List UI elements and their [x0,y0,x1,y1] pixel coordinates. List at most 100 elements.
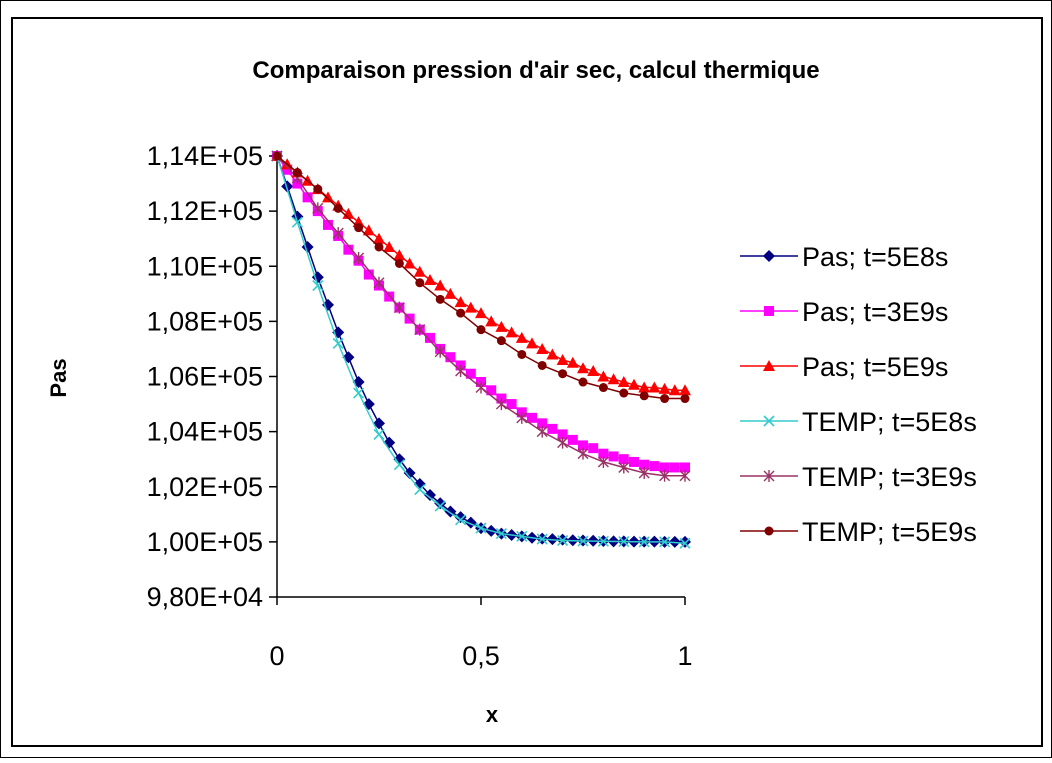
data-point [537,360,547,370]
data-point [679,469,691,482]
data-point [649,461,660,472]
data-point [557,436,569,449]
data-point [425,332,435,343]
data-point [353,251,365,264]
y-tick-label: 1,06E+05 [147,362,263,392]
data-point [618,454,629,465]
data-point [444,505,457,518]
data-point [403,257,416,269]
data-point [354,223,364,233]
series-5 [271,150,691,482]
data-point [414,483,426,496]
series-6 [272,151,690,404]
data-point [312,279,324,292]
data-point [495,398,507,411]
data-point [578,377,588,387]
data-point [291,216,303,228]
legend-label: TEMP; t=3E9s [802,462,977,492]
data-point [619,388,629,398]
data-point [638,381,651,393]
y-axis-title: Pas [46,358,71,397]
data-point [485,315,498,327]
data-point [282,164,293,175]
data-point [362,224,375,236]
data-point [578,440,588,451]
data-point [373,417,385,430]
data-point [527,412,537,423]
data-point [566,356,579,368]
data-point [495,320,508,332]
legend-label: Pas; t=5E9s [802,352,948,382]
y-tick-label: 1,12E+05 [147,196,263,226]
data-point [505,326,518,338]
data-point [537,418,548,429]
data-point [536,425,548,438]
x-tick-label: 0,5 [462,641,500,671]
data-point [639,459,650,470]
data-point [660,394,670,404]
legend-item: TEMP; t=3E9s [740,462,977,492]
data-point [598,383,608,393]
data-point [374,242,384,252]
data-point [577,362,589,374]
y-tick-label: 1,02E+05 [147,472,263,502]
data-point [669,462,680,473]
legend-marker [763,415,775,427]
data-point [394,258,404,268]
legend-item: TEMP; t=5E9s [740,517,977,547]
legend-marker [764,526,774,536]
data-point [587,364,600,376]
data-point [679,535,691,548]
data-point [343,244,354,255]
legend-marker [763,360,775,371]
data-point [302,192,313,203]
data-point [486,385,497,396]
data-point [597,535,609,547]
data-point [475,522,487,534]
data-point [434,497,447,510]
data-point [413,265,426,277]
data-point [434,279,447,291]
y-tick-label: 1,00E+05 [147,527,263,557]
data-point [517,349,527,359]
data-point [546,348,559,360]
data-point [536,342,549,354]
legend-label: TEMP; t=5E8s [802,407,977,437]
data-point [454,511,467,524]
data-point [313,184,323,194]
data-point [680,462,690,473]
legend-label: Pas; t=3E9s [802,297,948,327]
chart-area-frame [11,17,1043,747]
data-point [607,373,620,385]
data-point [383,240,396,252]
series-layer [271,150,691,549]
data-point [598,448,609,459]
y-tick-label: 1,04E+05 [147,417,263,447]
data-point [597,370,610,382]
data-point [536,533,548,545]
data-point [393,301,405,314]
data-point [281,180,294,193]
data-point [393,459,405,471]
legend-item: TEMP; t=5E8s [740,407,977,437]
data-point [515,331,528,343]
y-tick-label: 1,14E+05 [147,141,263,171]
data-point [414,323,426,336]
data-point [659,536,671,548]
data-point [434,500,446,512]
data-point [639,391,649,401]
data-point [628,378,640,390]
data-point [415,278,425,288]
data-point [393,249,406,261]
legend-label: TEMP; t=5E9s [802,517,977,547]
data-point [323,219,333,230]
data-point [424,489,436,502]
data-point [638,466,650,479]
data-point [455,364,467,377]
data-point [547,423,558,434]
data-point [618,536,630,548]
data-point [679,384,691,396]
legend-item: Pas; t=3E9s [740,297,948,327]
data-point [434,345,446,358]
